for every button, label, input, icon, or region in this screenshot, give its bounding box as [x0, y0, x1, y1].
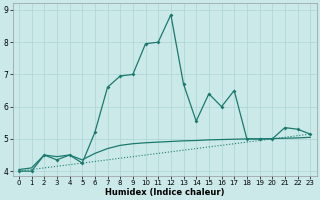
X-axis label: Humidex (Indice chaleur): Humidex (Indice chaleur)	[105, 188, 224, 197]
